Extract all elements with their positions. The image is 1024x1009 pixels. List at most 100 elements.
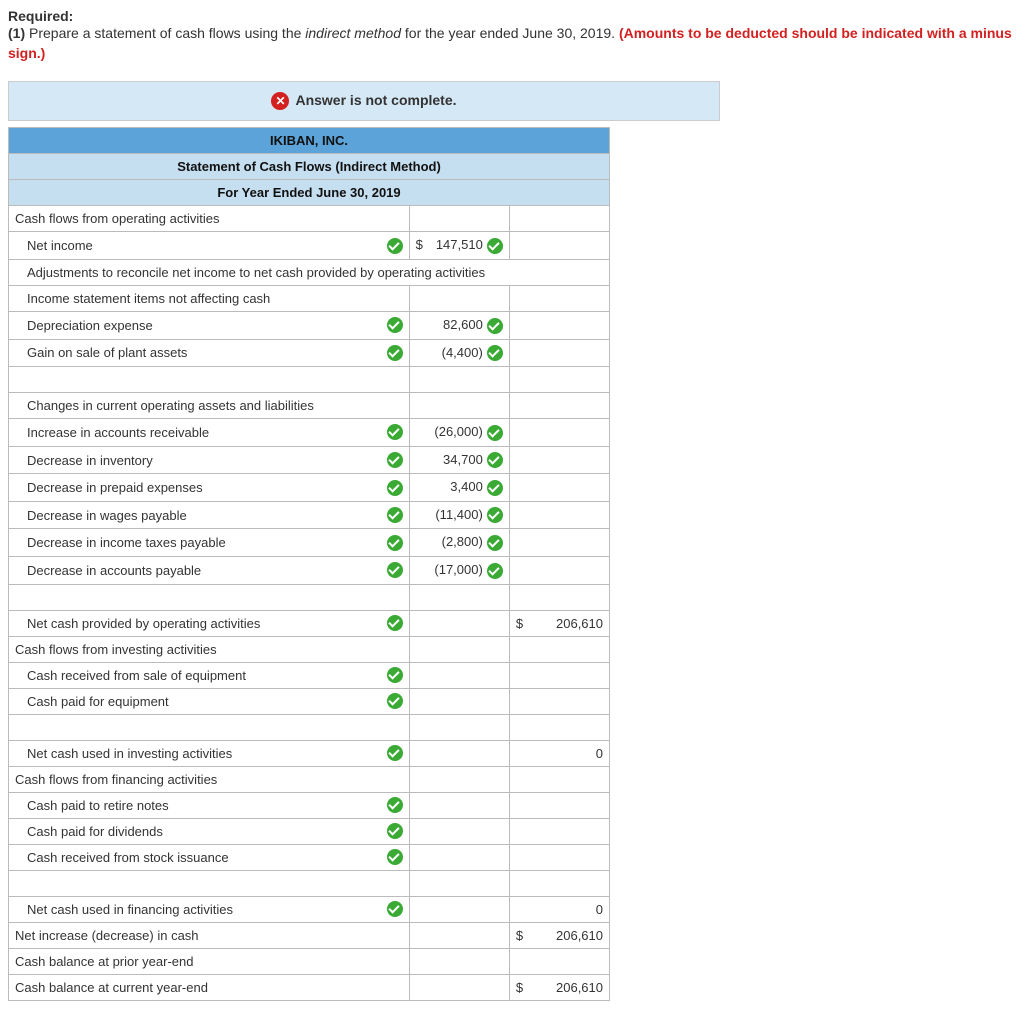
value-col-1[interactable] (409, 393, 509, 419)
row-label[interactable]: Net increase (decrease) in cash (9, 922, 410, 948)
row-label[interactable] (9, 714, 410, 740)
value-col-1[interactable] (409, 844, 509, 870)
value-col-1[interactable] (409, 870, 509, 896)
row-label[interactable]: Net income (9, 232, 410, 260)
value-col-1[interactable]: (26,000) (409, 419, 509, 447)
value-col-2[interactable] (509, 206, 609, 232)
value-col-1[interactable] (409, 818, 509, 844)
row-label[interactable]: Increase in accounts receivable (9, 419, 410, 447)
value-col-2[interactable] (509, 474, 609, 502)
value-col-1[interactable] (409, 766, 509, 792)
row-label[interactable]: Decrease in prepaid expenses (9, 474, 410, 502)
row-label[interactable]: Net cash used in investing activities (9, 740, 410, 766)
value-col-1[interactable] (409, 896, 509, 922)
row-label[interactable]: Cash balance at current year-end (9, 974, 410, 1000)
value-col-2[interactable]: 0 (509, 896, 609, 922)
value-col-1[interactable] (409, 792, 509, 818)
check-icon (487, 535, 503, 551)
table-row: Decrease in wages payable(11,400) (9, 501, 610, 529)
value-col-1[interactable] (409, 286, 509, 312)
row-label[interactable]: Net cash provided by operating activitie… (9, 610, 410, 636)
row-label[interactable]: Depreciation expense (9, 312, 410, 340)
value-col-1[interactable] (409, 206, 509, 232)
value-col-1[interactable] (409, 714, 509, 740)
value-col-2[interactable]: $206,610 (509, 610, 609, 636)
value-col-2[interactable] (509, 367, 609, 393)
value-col-1[interactable]: (2,800) (409, 529, 509, 557)
value-col-1[interactable]: 82,600 (409, 312, 509, 340)
row-label[interactable]: Decrease in inventory (9, 446, 410, 474)
row-label[interactable]: Cash received from stock issuance (9, 844, 410, 870)
row-label[interactable] (9, 870, 410, 896)
row-label[interactable]: Cash paid to retire notes (9, 792, 410, 818)
value-col-1[interactable] (409, 367, 509, 393)
value-col-2[interactable] (509, 714, 609, 740)
row-label[interactable]: Decrease in income taxes payable (9, 529, 410, 557)
row-label[interactable]: Cash flows from financing activities (9, 766, 410, 792)
value-col-1[interactable] (409, 740, 509, 766)
value-col-1[interactable]: 3,400 (409, 474, 509, 502)
value-col-1[interactable] (409, 662, 509, 688)
value-text: (17,000) (434, 562, 482, 577)
value-col-2[interactable]: $206,610 (509, 922, 609, 948)
value-col-2[interactable] (509, 339, 609, 367)
row-label[interactable]: Cash received from sale of equipment (9, 662, 410, 688)
value-col-1[interactable] (409, 922, 509, 948)
row-label[interactable]: Cash paid for equipment (9, 688, 410, 714)
value-col-1[interactable]: (17,000) (409, 556, 509, 584)
row-label[interactable]: Gain on sale of plant assets (9, 339, 410, 367)
header-company: IKIBAN, INC. (9, 128, 610, 154)
row-label[interactable]: Net cash used in financing activities (9, 896, 410, 922)
value-col-2[interactable]: 0 (509, 740, 609, 766)
row-label[interactable]: Adjustments to reconcile net income to n… (9, 260, 610, 286)
row-label[interactable]: Cash balance at prior year-end (9, 948, 410, 974)
value-col-2[interactable] (509, 446, 609, 474)
value-col-2[interactable] (509, 636, 609, 662)
value-col-2[interactable] (509, 818, 609, 844)
value-col-2[interactable] (509, 844, 609, 870)
row-label[interactable]: Income statement items not affecting cas… (9, 286, 410, 312)
row-label[interactable]: Decrease in accounts payable (9, 556, 410, 584)
value-col-2[interactable]: $206,610 (509, 974, 609, 1000)
value-col-1[interactable] (409, 636, 509, 662)
value-col-2[interactable] (509, 556, 609, 584)
value-col-2[interactable] (509, 662, 609, 688)
value-col-2[interactable] (509, 312, 609, 340)
value-col-1[interactable]: $147,510 (409, 232, 509, 260)
value-col-1[interactable] (409, 610, 509, 636)
row-label[interactable] (9, 367, 410, 393)
value-col-1[interactable]: (4,400) (409, 339, 509, 367)
check-icon (387, 480, 403, 496)
row-label[interactable] (9, 584, 410, 610)
value-col-2[interactable] (509, 529, 609, 557)
row-label[interactable]: Cash flows from investing activities (9, 636, 410, 662)
value-col-1[interactable] (409, 974, 509, 1000)
row-label[interactable]: Changes in current operating assets and … (9, 393, 410, 419)
table-row: Cash balance at prior year-end (9, 948, 610, 974)
table-row: Cash received from sale of equipment (9, 662, 610, 688)
value-text: (4,400) (442, 345, 483, 360)
value-col-2[interactable] (509, 870, 609, 896)
value-col-2[interactable] (509, 792, 609, 818)
table-row: Net cash used in financing activities 0 (9, 896, 610, 922)
value-col-2[interactable] (509, 419, 609, 447)
value-col-2[interactable] (509, 501, 609, 529)
value-col-1[interactable] (409, 948, 509, 974)
check-icon (387, 849, 403, 865)
value-col-2[interactable] (509, 688, 609, 714)
value-col-2[interactable] (509, 584, 609, 610)
value-col-1[interactable]: 34,700 (409, 446, 509, 474)
value-col-2[interactable] (509, 766, 609, 792)
row-label[interactable]: Cash paid for dividends (9, 818, 410, 844)
value-col-1[interactable] (409, 688, 509, 714)
value-col-1[interactable]: (11,400) (409, 501, 509, 529)
row-label[interactable]: Cash flows from operating activities (9, 206, 410, 232)
value-col-2[interactable] (509, 948, 609, 974)
value-text: (2,800) (442, 534, 483, 549)
row-label[interactable]: Decrease in wages payable (9, 501, 410, 529)
value-col-2[interactable] (509, 393, 609, 419)
value-col-1[interactable] (409, 584, 509, 610)
value-col-2[interactable] (509, 286, 609, 312)
check-icon (487, 345, 503, 361)
value-col-2[interactable] (509, 232, 609, 260)
